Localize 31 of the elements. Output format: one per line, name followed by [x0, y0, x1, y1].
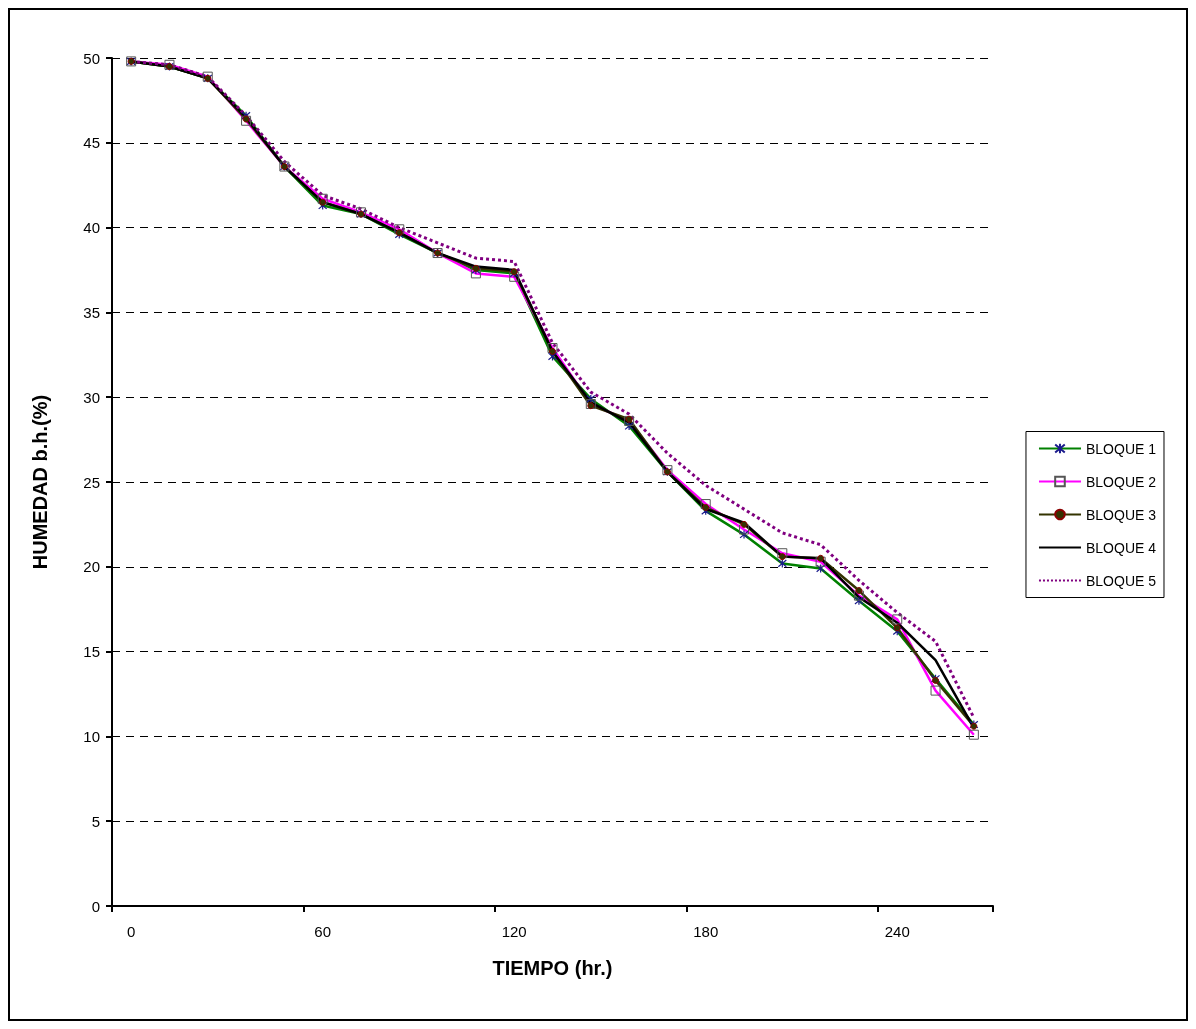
legend-label: BLOQUE 1 [1085, 440, 1157, 457]
y-tick-label: 10 [83, 727, 100, 745]
y-tick-label: 50 [83, 49, 100, 67]
legend-label: BLOQUE 4 [1085, 539, 1157, 556]
legend-label: BLOQUE 5 [1085, 572, 1157, 589]
x-tick-label: 180 [693, 923, 719, 940]
y-tick-label: 0 [91, 897, 100, 915]
y-tick-label: 35 [83, 303, 100, 321]
legend-label: BLOQUE 2 [1085, 473, 1157, 490]
point [702, 503, 710, 511]
y-tick-label: 30 [83, 388, 100, 406]
point [319, 198, 327, 206]
x-tick-label: 60 [314, 923, 332, 940]
legend-label: BLOQUE 3 [1085, 506, 1157, 523]
y-tick-label: 15 [83, 643, 100, 661]
y-tick-label: 25 [83, 473, 100, 491]
x-tick-label: 240 [884, 923, 910, 940]
y-tick-label: 5 [91, 812, 100, 830]
point [740, 520, 748, 528]
point [893, 624, 901, 632]
point [855, 587, 863, 595]
point [549, 347, 556, 355]
x-axis-title: TIEMPO (hr.) [492, 957, 613, 979]
y-tick-label: 40 [83, 219, 100, 237]
point [817, 554, 825, 562]
x-tick-label: 120 [501, 923, 527, 940]
point [778, 553, 786, 561]
y-tick-label: 20 [83, 558, 100, 576]
y-axis-title: HUMEDAD b.h.(%) [29, 394, 51, 570]
x-tick-label: 0 [126, 923, 136, 940]
y-tick-label: 45 [83, 134, 100, 152]
